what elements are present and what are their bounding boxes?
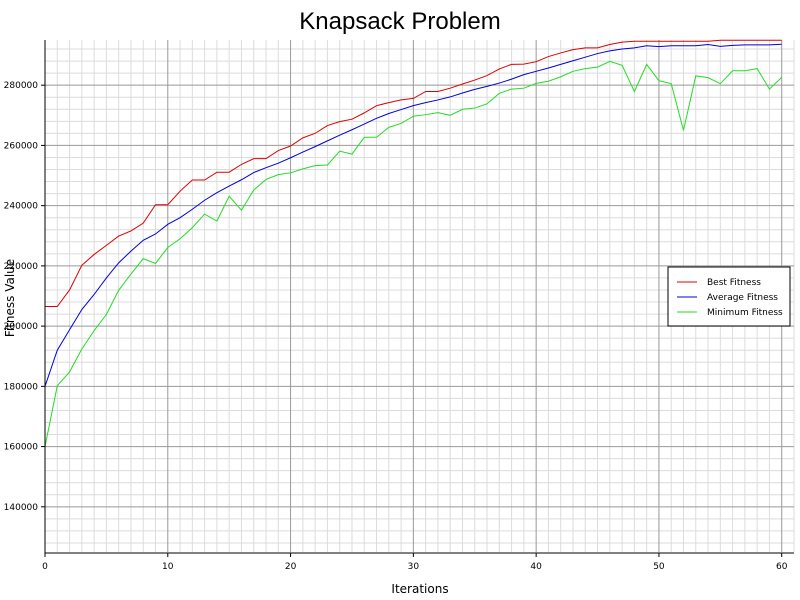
x-tick-label: 60: [776, 562, 788, 572]
y-tick-label: 200000: [4, 322, 39, 332]
y-tick-label: 280000: [4, 81, 39, 91]
legend: Best Fitness Average Fitness Minimum Fit…: [667, 266, 791, 327]
x-tick-label: 30: [408, 562, 420, 572]
x-tick-label: 50: [653, 562, 665, 572]
y-tick-label: 160000: [4, 443, 39, 453]
minor-grid: [45, 40, 795, 552]
legend-label-average: Average Fitness: [707, 293, 778, 303]
chart-title: Knapsack Problem: [299, 8, 500, 35]
y-tick-label: 240000: [4, 202, 39, 212]
y-tick-label: 140000: [4, 503, 39, 513]
y-tick-label: 260000: [4, 141, 39, 151]
series-line-average-fitness: [44, 43, 782, 387]
y-axis-label: Fitness Value: [3, 259, 17, 337]
y-tick-label: 180000: [4, 382, 39, 392]
series-line-minimum-fitness: [44, 60, 783, 447]
legend-label-best: Best Fitness: [707, 278, 761, 288]
x-tick-label: 10: [162, 562, 174, 572]
x-tick-label: 40: [530, 562, 542, 572]
major-grid: [44, 40, 794, 552]
x-tick-label: 20: [285, 562, 297, 572]
series-line-best-fitness: [45, 39, 782, 308]
legend-label-minimum: Minimum Fitness: [707, 308, 783, 318]
x-tick-label: 0: [42, 562, 48, 572]
x-axis-label: Iterations: [391, 582, 448, 596]
tick-layer: 0 10 20 30 40 50 60 140000 160000 180000 200000 220…: [4, 81, 788, 572]
axes: [44, 40, 794, 554]
y-tick-label: 220000: [4, 262, 39, 272]
series-layer: [44, 39, 783, 447]
